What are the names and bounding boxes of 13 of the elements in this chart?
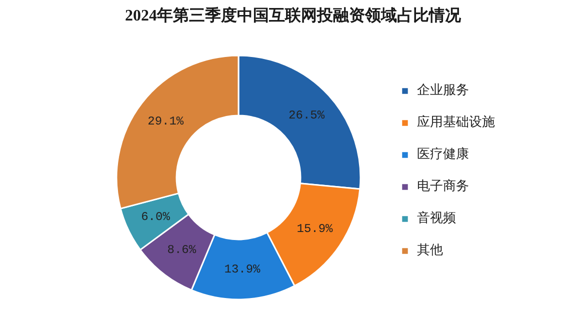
legend-label: 其他 — [417, 241, 443, 259]
data-label: 15.9% — [296, 222, 334, 236]
chart-title: 2024年第三季度中国互联网投融资领域占比情况 — [125, 6, 462, 24]
legend-label: 音视频 — [417, 209, 456, 227]
legend-label: 医疗健康 — [417, 145, 469, 163]
legend-label: 企业服务 — [417, 81, 469, 99]
data-label: 6.0% — [141, 210, 171, 224]
legend-label: 电子商务 — [417, 177, 469, 195]
legend-label: 应用基础设施 — [417, 113, 495, 131]
data-label: 8.6% — [167, 242, 197, 257]
data-label: 26.5% — [288, 108, 326, 123]
data-label: 13.9% — [224, 262, 262, 276]
data-label: 29.1% — [148, 114, 184, 128]
